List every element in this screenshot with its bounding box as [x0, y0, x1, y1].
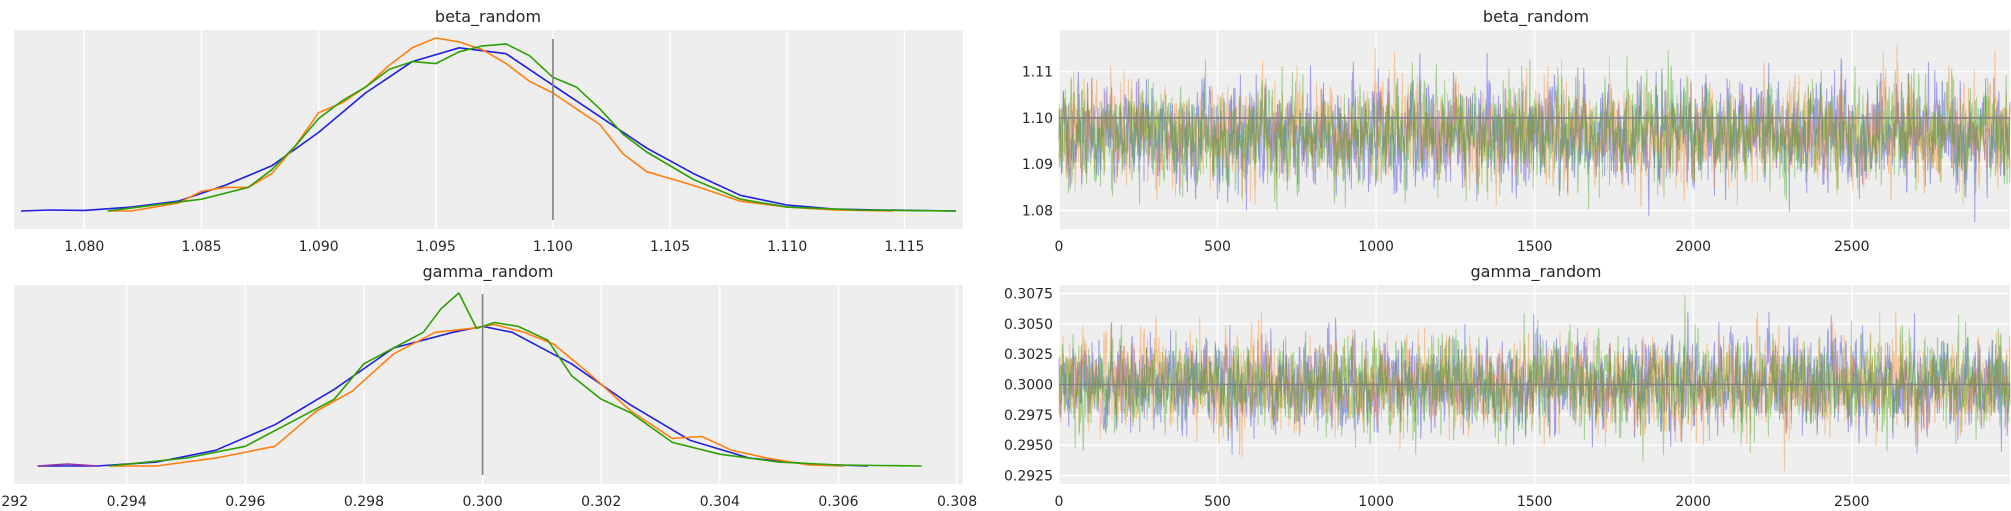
- x-tick-label: 0.294: [107, 494, 147, 510]
- x-tick-label: 1.115: [884, 239, 924, 255]
- x-tick-label: 2500: [1834, 494, 1870, 510]
- x-tick-labels: 1.080 1.085 1.090 1.095 1.100 1.105 1.110 1.115: [64, 239, 924, 255]
- trace-line-chain-1: [1058, 311, 2011, 472]
- y-tick-label: 1.10: [1022, 111, 1053, 127]
- density-line-chain-3: [108, 292, 922, 467]
- x-tick-label: 500: [1204, 494, 1231, 510]
- x-tick-label: 1.085: [181, 239, 221, 255]
- panel-title: beta_random: [1483, 7, 1589, 27]
- panel-title: beta_random: [435, 7, 541, 27]
- y-tick-label: 1.11: [1022, 65, 1053, 81]
- x-tick-label: 1000: [1358, 239, 1394, 255]
- y-tick-label: 0.3025: [1004, 347, 1053, 363]
- x-tick-label: 0.292: [0, 494, 28, 510]
- density-line-chain-0: [20, 46, 957, 212]
- panel-gamma-density: gamma_random 0.2920.2940.2960.2980.3000.…: [0, 262, 977, 510]
- panel-beta-density: beta_random 1.080 1.085 1.090 1.095 1.100 1.1…: [14, 7, 963, 255]
- grid-lines: [7, 285, 958, 484]
- x-tick-label: 0: [1055, 494, 1064, 510]
- x-tick-label: 1.110: [767, 239, 807, 255]
- x-tick-label: 0.308: [937, 494, 977, 510]
- x-tick-label: 500: [1204, 239, 1231, 255]
- x-tick-label: 2000: [1675, 494, 1711, 510]
- panel-gamma-trace: gamma_random 0 500 1000 1500 2000 25000.29250…: [1004, 262, 2011, 510]
- x-tick-label: 0.302: [581, 494, 621, 510]
- density-line-chain-1: [37, 463, 98, 467]
- y-tick-label: 1.09: [1022, 157, 1053, 173]
- x-tick-label: 1.080: [64, 239, 104, 255]
- series-group: [1058, 43, 2011, 223]
- plot-area: [14, 285, 963, 484]
- y-tick-label: 1.08: [1022, 203, 1053, 219]
- x-tick-label: 2500: [1834, 239, 1870, 255]
- x-tick-label: 1000: [1358, 494, 1394, 510]
- series-group: [20, 37, 957, 220]
- x-tick-label: 1.095: [416, 239, 456, 255]
- x-tick-label: 1500: [1517, 239, 1553, 255]
- x-tick-label: 2000: [1675, 239, 1711, 255]
- y-tick-label: 0.2975: [1004, 408, 1053, 424]
- panel-title: gamma_random: [423, 262, 554, 282]
- density-line-chain-1: [107, 37, 893, 212]
- x-tick-labels: 0.292 0.294 0.296 0.298 0.300 0.302 0.304 0.306…: [0, 494, 977, 510]
- x-tick-label: 0.298: [344, 494, 384, 510]
- trace-line-chain-0: [1058, 53, 2011, 223]
- tick-labels: 0 500 1000 1500 2000 2500 0.2925 0.2950 0.2975 0.…: [1004, 286, 1870, 510]
- panel-title: gamma_random: [1471, 262, 1602, 282]
- series-group: [37, 292, 922, 475]
- x-tick-label: 1.090: [299, 239, 339, 255]
- y-tick-label: 0.3050: [1004, 317, 1053, 333]
- x-tick-label: 0: [1055, 239, 1064, 255]
- density-line-chain-2: [107, 43, 957, 212]
- x-tick-label: 0.306: [818, 494, 858, 510]
- plot-area: [14, 30, 963, 229]
- y-tick-label: 0.2925: [1004, 469, 1053, 485]
- trace-line-chain-2: [1058, 50, 2011, 211]
- x-tick-label: 0.304: [700, 494, 740, 510]
- series-group: [1058, 294, 2011, 472]
- trace-line-chain-1: [1058, 43, 2011, 207]
- x-tick-label: 1500: [1517, 494, 1553, 510]
- y-tick-label: 0.3075: [1004, 286, 1053, 302]
- x-tick-label: 0.296: [225, 494, 265, 510]
- x-tick-label: 1.100: [533, 239, 573, 255]
- density-line-chain-2: [108, 323, 845, 467]
- y-tick-label: 0.2950: [1004, 438, 1053, 454]
- tick-labels: 0 500 1000 1500 2000 2500 1.08 1.09 1.10 1.11: [1022, 65, 1870, 255]
- x-tick-label: 0.300: [463, 494, 503, 510]
- panel-beta-trace: beta_random 0 500 1000 1500 2000 2500 1.08 1.09…: [1022, 7, 2011, 255]
- y-tick-label: 0.3000: [1004, 378, 1053, 394]
- x-tick-label: 1.105: [650, 239, 690, 255]
